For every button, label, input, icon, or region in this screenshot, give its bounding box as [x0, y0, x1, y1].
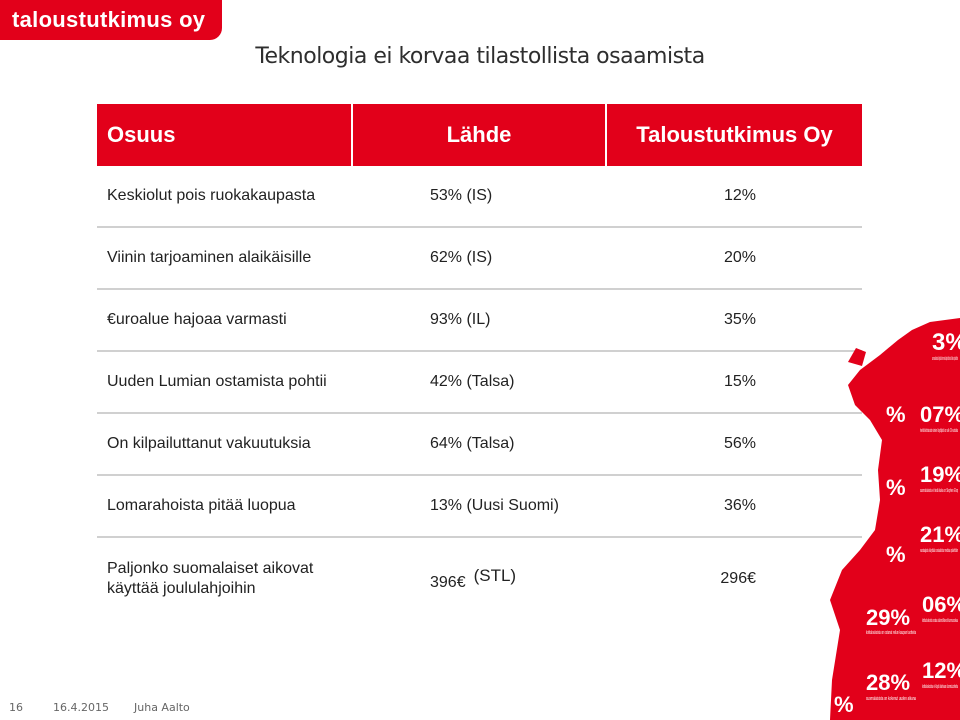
- row-taloustutkimus-value: 35%: [606, 289, 862, 352]
- row-source-value: 64% (Talsa): [352, 413, 606, 476]
- header-taloustutkimus: Taloustutkimus Oy: [606, 104, 862, 166]
- row-source-value: 62% (IS): [352, 227, 606, 290]
- row-source-value: 13% (Uusi Suomi): [352, 475, 606, 538]
- comparison-table: Osuus Lähde Taloustutkimus Oy Keskiolut …: [97, 104, 862, 620]
- deco-text: henkilökohtaisista viinien käyttäjistä o…: [920, 428, 958, 434]
- page-number: 16: [9, 701, 23, 714]
- table-row: Keskiolut pois ruokakaupasta 53% (IS) 12…: [97, 166, 862, 228]
- row-taloustutkimus-value: 20%: [606, 227, 862, 290]
- deco-number: 29%: [866, 605, 910, 630]
- row-taloustutkimus-value: 36%: [606, 475, 862, 538]
- deco-text: kotitalouksista ei käytä lainkaan luomut…: [922, 684, 958, 690]
- row-source-value: 396€: [430, 573, 466, 591]
- table-header-row: Osuus Lähde Taloustutkimus Oy: [97, 104, 862, 166]
- row-source-value: 42% (Talsa): [352, 351, 606, 414]
- footer-author: Juha Aalto: [134, 701, 190, 714]
- deco-number: 12%: [922, 658, 960, 683]
- row-taloustutkimus-value: 56%: [606, 413, 862, 476]
- row-taloustutkimus-value: 12%: [606, 166, 862, 228]
- page-title: Teknologia ei korvaa tilastollista osaam…: [255, 44, 705, 69]
- deco-number: 3%: [932, 329, 960, 356]
- row-source-note: (STL): [473, 565, 517, 585]
- brand-logo: taloustutkimus oy: [0, 0, 222, 40]
- finland-map-tip: [848, 348, 866, 366]
- finland-map-decoration: 3% 07% 19% 21% 29% 06% 12% 28% % % % % s…: [820, 300, 960, 720]
- deco-number: %: [886, 402, 906, 427]
- row-label: Lomarahoista pitää luopua: [97, 475, 352, 538]
- table-row: On kilpailuttanut vakuutuksia 64% (Talsa…: [97, 413, 862, 476]
- deco-number: %: [886, 542, 906, 567]
- footer-date: 16.4.2015: [53, 701, 109, 714]
- deco-number: 06%: [922, 592, 960, 617]
- table-row: Paljonko suomalaiset aikovat käyttää jou…: [97, 537, 862, 620]
- row-label: On kilpailuttanut vakuutuksia: [97, 413, 352, 476]
- row-source-cell: 396€ (STL): [352, 537, 606, 620]
- header-osuus: Osuus: [97, 104, 353, 166]
- row-label: Paljonko suomalaiset aikovat käyttää jou…: [107, 560, 314, 597]
- deco-number: 19%: [920, 462, 960, 487]
- row-taloustutkimus-value: 15%: [606, 351, 862, 414]
- table-row: Lomarahoista pitää luopua 13% (Uusi Suom…: [97, 475, 862, 538]
- deco-text: vastaajista käyttää sosiaalista mediaa p…: [920, 548, 958, 554]
- deco-number: %: [886, 475, 906, 500]
- header-lahde: Lähde: [352, 104, 607, 166]
- row-source-value: 53% (IS): [352, 166, 606, 228]
- deco-text: suomalaisista käyttää internetiä päivitt…: [932, 356, 958, 362]
- deco-text: suomalaisista on kokenut uuden aikana: [866, 696, 916, 702]
- row-label: Keskiolut pois ruokakaupasta: [97, 166, 352, 228]
- row-label: Viinin tarjoaminen alaikäisille: [97, 227, 352, 290]
- deco-number: %: [834, 692, 854, 717]
- row-label: €uroalue hajoaa varmasti: [97, 289, 352, 352]
- row-label: Uuden Lumian ostamista pohtii: [97, 351, 352, 414]
- deco-text: suomalaisista ei tiedä kuka on Stephen E…: [920, 488, 958, 494]
- deco-number: 07%: [920, 402, 960, 427]
- finland-map-shape: [830, 318, 960, 720]
- finland-map-graphic: 3% 07% 19% 21% 29% 06% 12% 28% % % % % s…: [830, 318, 960, 720]
- table-row: €uroalue hajoaa varmasti 93% (IL) 35%: [97, 289, 862, 352]
- row-taloustutkimus-value: 296€: [720, 570, 756, 587]
- deco-text: kotitalouksista on ostanut reilun kaupan…: [866, 630, 916, 636]
- deco-text: kotitalouksista ostaa säännöllisesti luo…: [922, 618, 958, 624]
- table-row: Viinin tarjoaminen alaikäisille 62% (IS)…: [97, 227, 862, 290]
- row-source-value: 93% (IL): [352, 289, 606, 352]
- deco-number: 28%: [866, 670, 910, 695]
- deco-number: 21%: [920, 522, 960, 547]
- table-row: Uuden Lumian ostamista pohtii 42% (Talsa…: [97, 351, 862, 414]
